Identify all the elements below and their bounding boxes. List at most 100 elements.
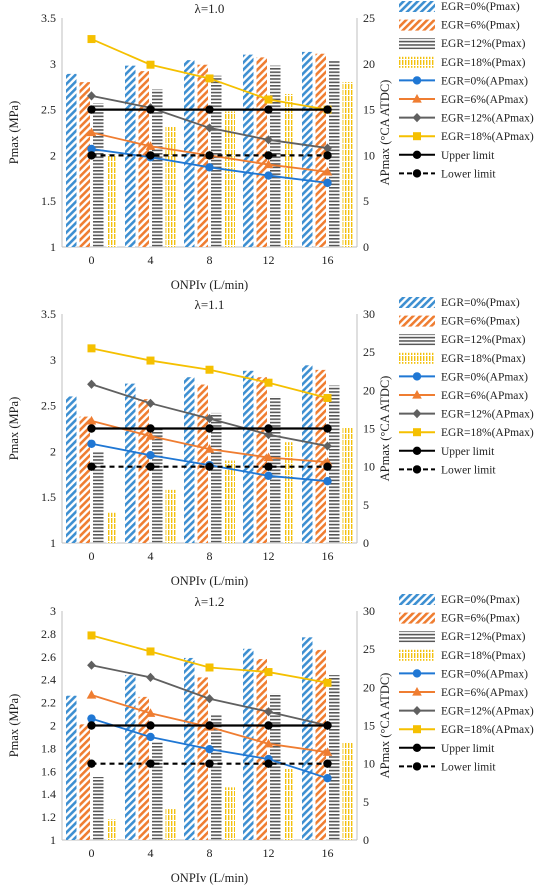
- legend-item: EGR=12%(APmax): [399, 706, 534, 718]
- y2-tick-label: 15: [363, 422, 375, 436]
- data-point: [87, 151, 96, 160]
- legend-label: EGR=12%(APmax): [441, 409, 534, 421]
- data-point: [323, 178, 332, 188]
- legend-item: EGR=0%(Pmax): [399, 1, 520, 13]
- legend-label: EGR=18%(APmax): [441, 724, 534, 736]
- data-point: [264, 462, 273, 471]
- data-point: [205, 413, 214, 424]
- legend-label: EGR=18%(APmax): [441, 131, 534, 143]
- y2-tick-label: 20: [363, 680, 375, 694]
- legend-marker: [413, 132, 421, 141]
- bar-series: [93, 675, 340, 840]
- x-tick-label: 12: [263, 846, 275, 860]
- y2-tick-label: 10: [363, 148, 375, 162]
- data-point: [264, 378, 273, 387]
- y-tick-label: 2: [50, 444, 56, 458]
- line-series: [87, 721, 332, 730]
- bar: [329, 60, 340, 247]
- bar: [79, 82, 90, 248]
- legend-label: EGR=12%(Pmax): [441, 38, 526, 50]
- y-tick-label: 1.5: [41, 490, 56, 504]
- bar-series: [79, 649, 326, 840]
- y2-tick-label: 5: [363, 194, 369, 208]
- bar: [152, 89, 163, 247]
- legend-label: EGR=0%(Pmax): [441, 297, 520, 309]
- legend-label: Lower limit: [441, 464, 496, 476]
- legend-swatch: [399, 1, 435, 12]
- legend-item: EGR=6%(APmax): [399, 687, 528, 699]
- legend-marker: [412, 76, 422, 85]
- bar: [165, 127, 176, 247]
- chart-svg: λ=1.211.21.41.61.822.22.42.62.8305101520…: [7, 594, 534, 885]
- data-point: [87, 631, 96, 640]
- legend-item: EGR=18%(APmax): [399, 724, 534, 736]
- bar: [138, 696, 149, 840]
- legend-label: EGR=0%(APmax): [441, 75, 528, 87]
- legend-swatch: [399, 612, 435, 624]
- data-point: [146, 759, 155, 768]
- y-tick-label: 2.6: [41, 650, 56, 664]
- chart-svg: λ=1.1 1 1.5 2 2.5 3 3.5 0 5 10 15 20 25 30 0 4 8 12 16 ONPI…: [7, 297, 534, 588]
- bar: [270, 693, 281, 840]
- data-point: [264, 171, 273, 180]
- legend-marker: [412, 465, 422, 474]
- data-point: [205, 74, 214, 83]
- legend-marker: [412, 150, 422, 159]
- data-point: [146, 732, 155, 742]
- line-series: [87, 759, 332, 768]
- legend-item: EGR=0%(APmax): [399, 668, 528, 680]
- y2-tick-label: 10: [363, 757, 375, 771]
- bar: [197, 677, 208, 840]
- y2-tick-label: 5: [363, 498, 369, 512]
- legend-marker: [412, 446, 422, 455]
- legend-swatch: [399, 649, 435, 661]
- legend-label: EGR=6%(Pmax): [441, 20, 520, 32]
- bar: [243, 648, 254, 840]
- x-axis-label: ONPIv (L/min): [171, 574, 248, 588]
- data-point: [323, 773, 332, 783]
- data-point: [323, 476, 332, 486]
- data-point: [264, 105, 273, 114]
- x-tick-label: 16: [322, 253, 334, 267]
- y-tick-label: 2.5: [41, 103, 56, 117]
- data-point: [264, 707, 273, 717]
- y2-tick-label: 20: [363, 383, 375, 397]
- legend-label: EGR=12%(Pmax): [441, 631, 526, 643]
- legend-label: EGR=12%(APmax): [441, 113, 534, 125]
- line-series: [86, 415, 333, 466]
- data-point: [146, 721, 155, 730]
- chart-panel: λ=1.0 1 1.5 2 2.5 3 3.5 0 5 10 15 20 25 0 4 8 12 16 ONPIv …: [0, 0, 550, 296]
- bar-series: [93, 385, 340, 543]
- legend-swatch: [399, 297, 435, 308]
- data-point: [323, 721, 332, 730]
- legend-label: EGR=6%(Pmax): [441, 316, 520, 328]
- legend: EGR=0%(Pmax) EGR=6%(Pmax) EGR=12%(Pmax) EGR…: [399, 594, 534, 773]
- line-series: [87, 105, 332, 114]
- data-point: [205, 462, 214, 471]
- bar: [79, 416, 90, 543]
- bar: [329, 385, 340, 543]
- legend-item: Upper limit: [399, 150, 495, 162]
- x-tick-label: 4: [148, 253, 154, 267]
- data-point: [145, 431, 156, 440]
- legend-item: Upper limit: [399, 743, 495, 755]
- legend-label: EGR=18%(Pmax): [441, 57, 526, 69]
- y-axis-label: Pmax (MPa): [7, 694, 21, 758]
- bar: [283, 442, 294, 543]
- data-point: [87, 144, 96, 154]
- data-point: [264, 95, 273, 104]
- bar: [243, 370, 254, 543]
- bar: [256, 659, 267, 840]
- y-tick-label: 1.5: [41, 194, 56, 208]
- y2-tick-label: 5: [363, 795, 369, 809]
- data-point: [87, 344, 96, 353]
- data-point: [205, 151, 214, 160]
- line-series: [87, 462, 332, 471]
- data-point: [323, 143, 332, 153]
- data-point: [146, 647, 155, 656]
- y-tick-label: 3: [50, 604, 56, 618]
- y2-tick-label: 30: [363, 604, 375, 618]
- bar: [152, 429, 163, 543]
- data-point: [146, 60, 155, 69]
- data-point: [146, 398, 155, 408]
